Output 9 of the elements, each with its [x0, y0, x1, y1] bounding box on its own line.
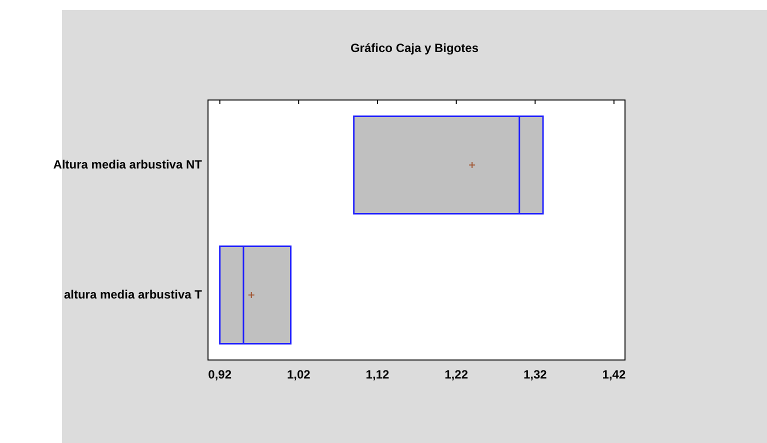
- x-tick-label: 1,32: [523, 368, 548, 382]
- x-tick-label: 1,22: [444, 368, 468, 382]
- x-tick-label: 0,92: [208, 368, 232, 382]
- x-tick-label: 1,42: [602, 368, 626, 382]
- y-tick-label: Altura media arbustiva NT: [53, 157, 203, 172]
- y-tick-label: altura media arbustiva T: [64, 287, 203, 302]
- x-tick-label: 1,02: [286, 368, 311, 382]
- chart-title: Gráfico Caja y Bigotes: [349, 41, 480, 55]
- x-tick-label: 1,12: [366, 368, 390, 382]
